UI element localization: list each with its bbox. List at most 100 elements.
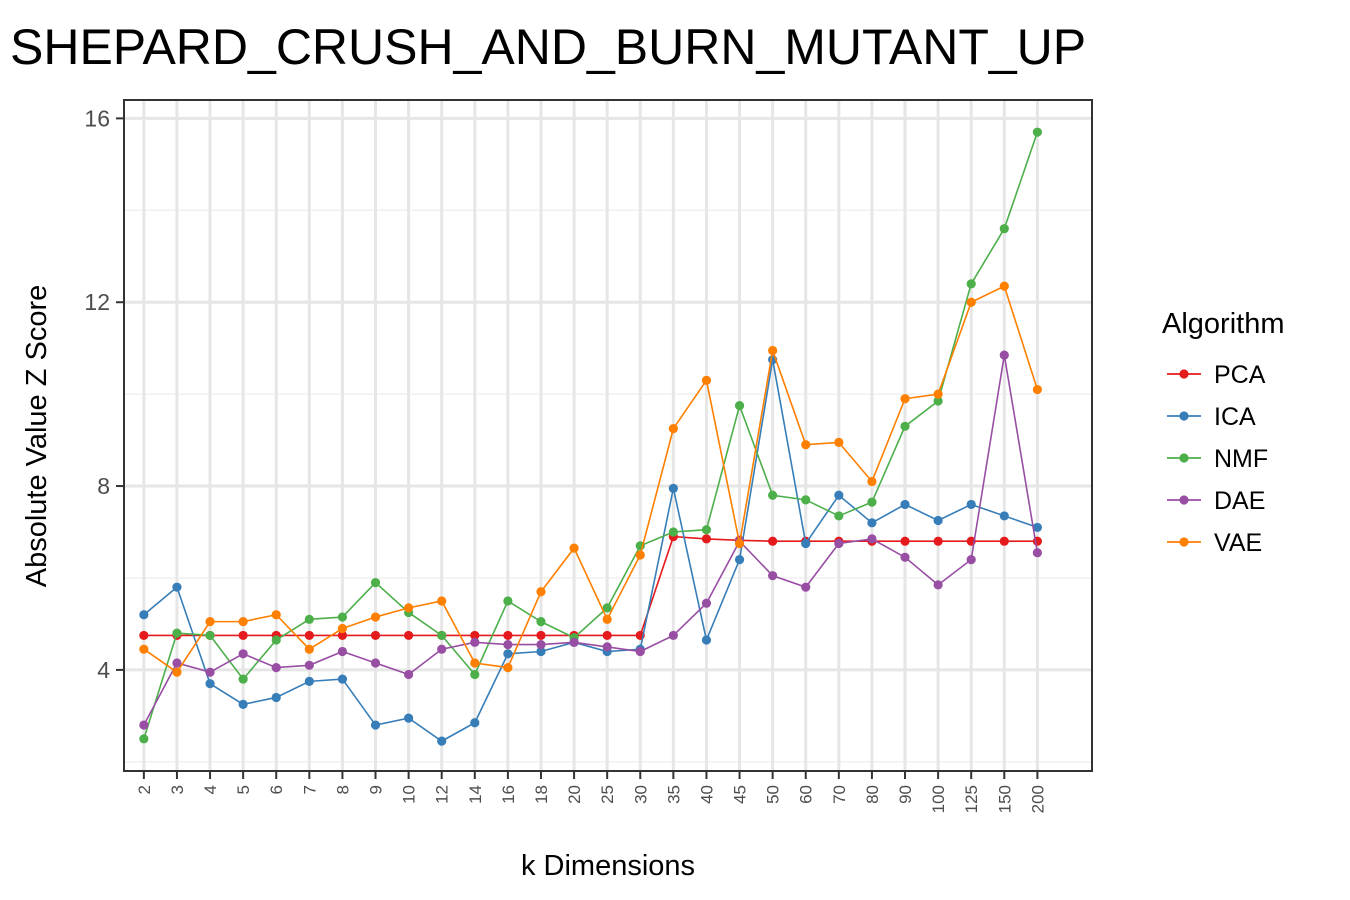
x-tick-label: 12 [433,785,452,804]
x-tick-label: 90 [896,785,915,804]
series-line-ica [143,359,1038,743]
data-point-vae [205,617,215,627]
x-tick-label: 25 [598,785,617,804]
data-point-vae [668,424,678,434]
data-point-dae [569,637,579,647]
data-point-nmf [834,511,844,521]
data-point-ica [503,649,513,659]
series-line-pca [143,535,1038,637]
x-tick-label: 35 [664,785,683,804]
y-tick-label: 16 [84,105,110,131]
data-point-dae [1032,548,1042,558]
data-point-nmf [668,527,678,537]
data-point-dae [404,669,414,680]
x-tick-label: 5 [234,785,253,794]
data-point-vae [238,617,248,627]
data-point-vae [569,543,579,553]
data-point-dae [801,582,811,592]
data-point-pca [470,630,480,641]
x-tick-label: 150 [995,785,1014,813]
series-line-vae [143,285,1039,674]
x-tick-label: 14 [466,785,485,804]
x-tick-label: 50 [764,785,783,804]
legend: Algorithm PCA ICA NMF DAE VAE [1162,308,1285,557]
data-point-ica [834,490,844,500]
x-tick-label: 200 [1028,785,1047,813]
data-point-vae [900,394,910,404]
x-tick-label: 80 [863,785,882,804]
data-point-nmf [602,603,612,613]
data-point-ica [900,499,910,510]
x-tick-label: 70 [830,785,849,804]
data-point-nmf [503,596,513,606]
x-tick-label: 3 [168,785,187,794]
data-point-vae [470,658,480,668]
data-point-dae [999,350,1009,360]
data-point-vae [370,612,381,622]
data-point-vae [536,587,546,597]
data-point-vae [933,389,943,399]
x-tick-label: 7 [300,785,319,794]
data-point-ica [1032,522,1042,533]
x-tick-label: 125 [962,785,981,813]
y-axis: 4 8 12 16 [84,105,124,683]
x-tick-label: 30 [631,785,650,804]
data-point-vae [768,345,778,356]
legend-key-point-dae [1179,495,1189,505]
y-tick-label: 4 [97,657,110,683]
x-tick-label: 18 [532,785,551,804]
data-point-vae [337,623,348,634]
data-point-nmf [238,674,248,684]
data-point-nmf [470,669,480,680]
x-tick-label: 10 [400,785,419,804]
data-point-pca [404,630,414,641]
data-point-dae [834,538,844,549]
x-axis-title: k Dimensions [521,850,695,882]
data-point-vae [635,550,645,560]
data-point-dae [536,640,546,650]
x-tick-label: 2 [135,785,154,794]
legend-label-nmf: NMF [1214,445,1268,473]
legend-label-ica: ICA [1214,403,1256,431]
data-point-ica [536,646,546,657]
y-tick-label: 12 [84,289,110,315]
data-point-pca [602,630,612,641]
data-point-dae [304,660,314,670]
legend-label-pca: PCA [1214,361,1266,389]
x-tick-label: 4 [201,785,220,794]
data-point-vae [966,297,976,307]
data-point-dae [470,637,480,647]
data-point-ica [933,515,943,526]
data-point-nmf [966,279,976,289]
data-point-dae [635,646,645,657]
data-point-vae [801,440,811,450]
data-point-ica [470,718,480,728]
data-point-vae [834,437,844,447]
legend-key-point-ica [1179,411,1189,421]
x-tick-label: 45 [731,785,750,804]
legend-key-point-vae [1179,537,1189,547]
data-point-pca [139,630,149,641]
data-point-pca [999,536,1009,546]
data-point-dae [337,646,348,657]
data-point-nmf [337,612,348,622]
data-point-nmf [437,630,447,641]
data-point-nmf [1032,127,1042,137]
data-point-nmf [304,614,314,624]
data-point-nmf [867,497,877,507]
data-point-dae [602,642,612,652]
data-point-nmf [768,490,778,500]
data-point-ica [304,676,314,686]
data-point-nmf [205,630,215,641]
data-point-dae [370,658,381,668]
data-point-nmf [933,396,943,406]
data-point-vae [404,603,414,613]
data-point-dae [503,640,513,650]
data-point-vae [867,476,877,487]
x-tick-label: 8 [333,785,352,794]
data-point-vae [602,614,612,624]
data-point-pca [933,536,943,546]
data-point-nmf [999,224,1009,234]
data-point-dae [205,667,215,677]
x-tick-label: 9 [367,785,386,794]
